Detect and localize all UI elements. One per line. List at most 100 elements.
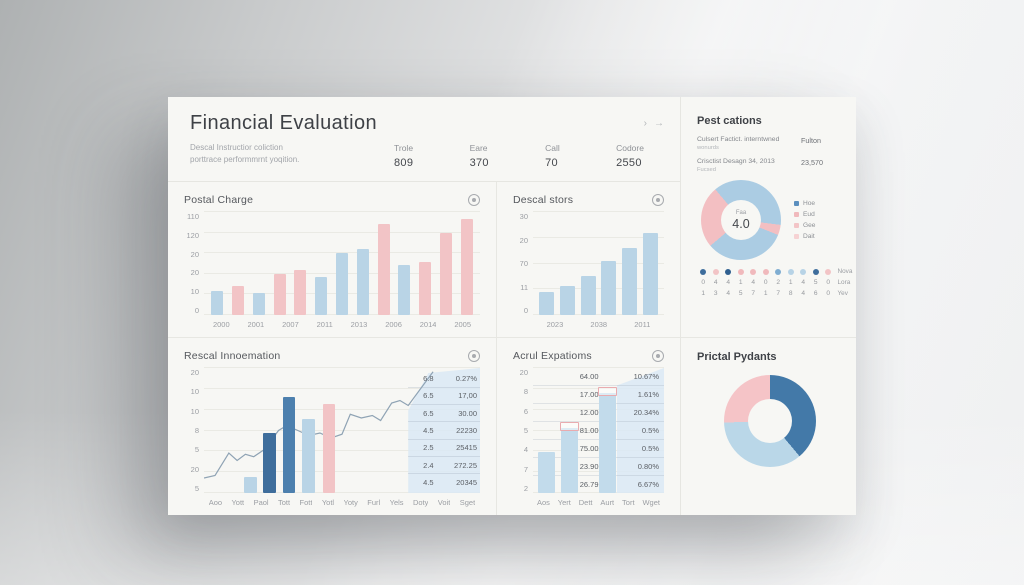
y-tick-label: 10 <box>190 287 199 297</box>
dashboard-card: Financial Evaluation › → Descal Instruct… <box>168 97 856 515</box>
stat-label: Call <box>545 143 560 153</box>
status-dot <box>712 268 719 275</box>
chevron-right-icon[interactable]: › <box>643 118 647 129</box>
panel-title: Acrul Expatioms <box>513 350 592 362</box>
status-dot <box>800 268 807 275</box>
page-title: Financial Evaluation <box>190 112 377 134</box>
cell-value: 4 <box>726 290 731 298</box>
x-axis: 2000 2001 2007 2011 2013 2006 2014 2005 <box>204 315 480 329</box>
gridline <box>204 471 480 473</box>
table-cell: 4.5 <box>423 425 434 435</box>
cell-value: 4 <box>726 279 731 287</box>
table-cell: 2.5 <box>423 443 434 453</box>
acrul-expatioms-chart: 20 8 6 5 4 7 2 64.00 10.67% 17.00 1.61% 12.00 20.34%… <box>513 367 664 507</box>
x-tick-label: Voit <box>437 498 451 507</box>
header: Financial Evaluation › → Descal Instruct… <box>168 97 680 182</box>
donut-center-label: Faa <box>735 209 747 216</box>
y-tick-label: 4 <box>523 445 528 455</box>
bar-cap <box>597 387 617 396</box>
payments-donut-chart <box>723 375 816 467</box>
y-tick-label: 20 <box>519 368 528 377</box>
x-tick-label: 2011 <box>316 320 333 329</box>
subtitle-line-2: porttrace performmrnt yoqition. <box>190 155 300 165</box>
y-axis: 20 10 10 8 5 20 5 <box>184 368 204 507</box>
status-dot <box>737 268 744 275</box>
info-icon[interactable] <box>652 350 664 362</box>
legend-item: Gee <box>794 222 815 229</box>
table-row: 64.00 10.67% <box>533 368 664 386</box>
table-cell: 272.25 <box>454 460 477 470</box>
arrow-right-icon[interactable]: → <box>654 118 664 129</box>
percent-cell: 1.61% <box>637 390 659 399</box>
value-cell: 26.79 <box>579 480 599 489</box>
y-tick-label: 110 <box>187 212 199 221</box>
bar <box>263 433 277 493</box>
legend-item: Dait <box>794 233 815 240</box>
x-tick-label: Yott <box>231 498 245 507</box>
bar <box>232 286 245 315</box>
dots-summary-table: Nova 0 4 4 1 4 0 2 1 4 5 0 Lora 1 3 4 5 7 1 7 8 4 6 0 Yev <box>697 268 852 298</box>
bars-group <box>204 212 480 315</box>
cell-value: 7 <box>776 290 781 298</box>
value-cell: 64.00 <box>579 372 599 381</box>
donut-section: Faa 4.0 Hoe Eud Gee Dait <box>697 180 842 261</box>
percent-cell: 6.67% <box>637 480 659 489</box>
gridline <box>204 387 480 389</box>
legend-label: Hoe <box>803 200 816 208</box>
ratings-donut-chart: Faa 4.0 <box>701 180 781 261</box>
panel-header: Acrul Expatioms <box>513 348 664 364</box>
x-tick-label: Yert <box>557 498 571 507</box>
info-icon[interactable] <box>652 194 664 206</box>
row-label: Nova <box>837 268 853 276</box>
info-icon[interactable] <box>468 350 480 362</box>
header-row: Descal Instructior coliction porttrace p… <box>190 142 658 169</box>
y-tick-label: 20 <box>190 368 199 377</box>
stat-value: 370 <box>469 157 489 169</box>
x-tick-label: 2001 <box>247 320 265 329</box>
cell-value: 1 <box>701 290 706 298</box>
stat-label: Trole <box>394 143 414 153</box>
info-icon[interactable] <box>468 194 480 206</box>
bar <box>322 404 336 493</box>
bar <box>252 293 265 315</box>
y-tick-label: 70 <box>519 259 528 268</box>
gridline <box>533 211 664 212</box>
panel-title: Rescal Innoemation <box>184 350 281 362</box>
cell-value: 1 <box>788 279 793 287</box>
panel-title: Descal stors <box>513 194 574 206</box>
x-tick-label: 2014 <box>419 320 437 329</box>
status-dot <box>787 268 794 275</box>
percent-cell: 20.34% <box>633 408 659 417</box>
gridline <box>533 367 664 368</box>
y-tick-label: 2 <box>523 483 528 493</box>
header-stats: Trole 809 Eare 370 Call 70 Codore <box>358 142 658 169</box>
panel-acrul-expatioms: Acrul Expatioms 20 8 6 5 4 7 2 64.00 10.67% 17.00… <box>497 338 680 515</box>
table-cell: 30.00 <box>458 408 477 418</box>
table-cell: 17,00 <box>458 391 477 401</box>
value-cell: 23.90 <box>579 462 599 471</box>
cell-value: 0 <box>826 290 831 298</box>
cell-value: 4 <box>751 279 756 287</box>
legend-label: Dait <box>803 233 815 241</box>
x-tick-label: 2006 <box>385 320 402 329</box>
table-row: 4.5 20345 <box>408 474 480 490</box>
stat-label: Codore <box>616 143 644 153</box>
gridline <box>204 211 480 212</box>
plot-area: 6.8 0.27% 6.5 17,00 6.5 30.00 4.5 22230 2.5 25415… <box>204 367 480 493</box>
x-axis: Aoo Yott Paol Tott Fott Yotl Yoty Furl Yels Doty V… <box>204 493 480 507</box>
table-cell: 0.27% <box>455 374 477 384</box>
x-tick-label: Dett <box>578 498 593 507</box>
x-tick-label: 2007 <box>282 320 299 329</box>
table-cell: 6.8 <box>423 374 434 384</box>
x-tick-label: 2011 <box>634 320 651 329</box>
stat-value: 2550 <box>616 157 642 169</box>
x-tick-label: Sget <box>459 498 476 507</box>
bar <box>460 219 473 315</box>
bar <box>597 387 617 493</box>
status-dot <box>812 268 819 275</box>
y-tick-label: 0 <box>194 305 199 315</box>
row-label: Yev <box>837 290 848 298</box>
y-tick-label: 0 <box>523 306 528 315</box>
row-value: Fulton <box>801 136 821 145</box>
